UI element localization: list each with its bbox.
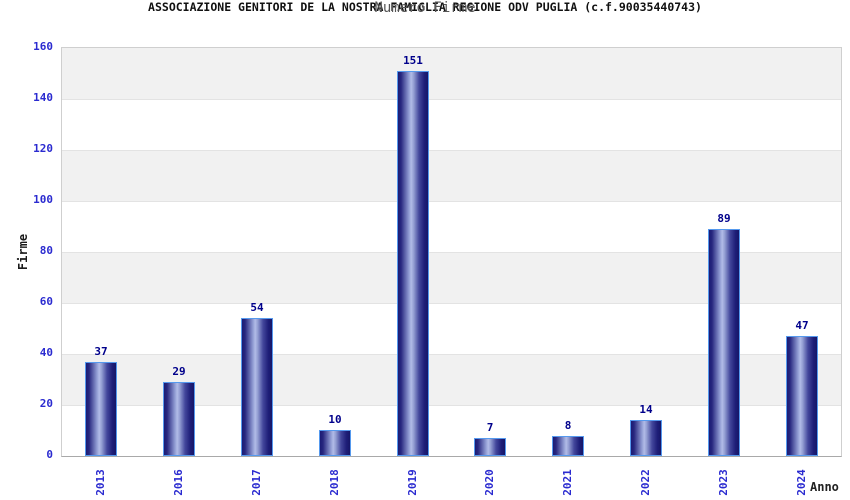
y-tick-label: 40 [39,346,53,359]
bar-2020 [474,438,506,456]
bar-value-label: 151 [403,54,423,67]
y-tick-label: 0 [46,448,53,461]
gridline [62,405,841,406]
bar-2018 [319,430,351,456]
x-tick-label-2020: 2020 [482,468,496,496]
bar-2013 [85,362,117,456]
gridline [62,201,841,202]
gridline [62,99,841,100]
plot-area: 37 29 54 10 151 7 8 14 89 47 [61,47,842,457]
x-tick-label-2016: 2016 [171,468,185,496]
bar-value-label: 8 [564,419,572,432]
bar-2019 [397,71,429,456]
bar-value-label: 54 [250,301,264,314]
bar-value-label: 29 [172,365,186,378]
y-tick-label: 20 [39,397,53,410]
y-tick-label: 120 [33,142,53,155]
bar-2024 [786,336,818,456]
bar-value-label: 89 [717,212,731,225]
x-axis-title: Anno [810,480,839,494]
x-tick-label-2019: 2019 [405,468,419,496]
bar-2017 [241,318,273,456]
chart-subtitle: Numero Firme [374,0,476,16]
y-tick-label: 140 [33,91,53,104]
bar-value-label: 47 [795,319,809,332]
bar-value-label: 37 [94,345,108,358]
bar-2022 [630,420,662,456]
bar-value-label: 7 [486,421,494,434]
y-tick-label: 160 [33,40,53,53]
x-tick-label-2018: 2018 [327,468,341,496]
x-tick-label-2023: 2023 [716,468,730,496]
x-tick-label-2022: 2022 [638,468,652,496]
y-tick-label: 80 [39,244,53,257]
x-tick-label-2021: 2021 [560,468,574,496]
gridline [62,252,841,253]
x-tick-label-2024: 2024 [794,468,808,496]
gridline [62,150,841,151]
x-tick-label-2013: 2013 [93,468,107,496]
bar-2016 [163,382,195,456]
x-tick-label-2017: 2017 [249,468,263,496]
bar-value-label: 10 [328,413,342,426]
bar-2021 [552,436,584,456]
gridline [62,303,841,304]
chart-title: ASSOCIAZIONE GENITORI DE LA NOSTRA FAMIG… [148,0,702,14]
y-tick-label: 100 [33,193,53,206]
y-tick-label: 60 [39,295,53,308]
gridline [62,354,841,355]
bar-2023 [708,229,740,456]
bar-value-label: 14 [639,403,653,416]
